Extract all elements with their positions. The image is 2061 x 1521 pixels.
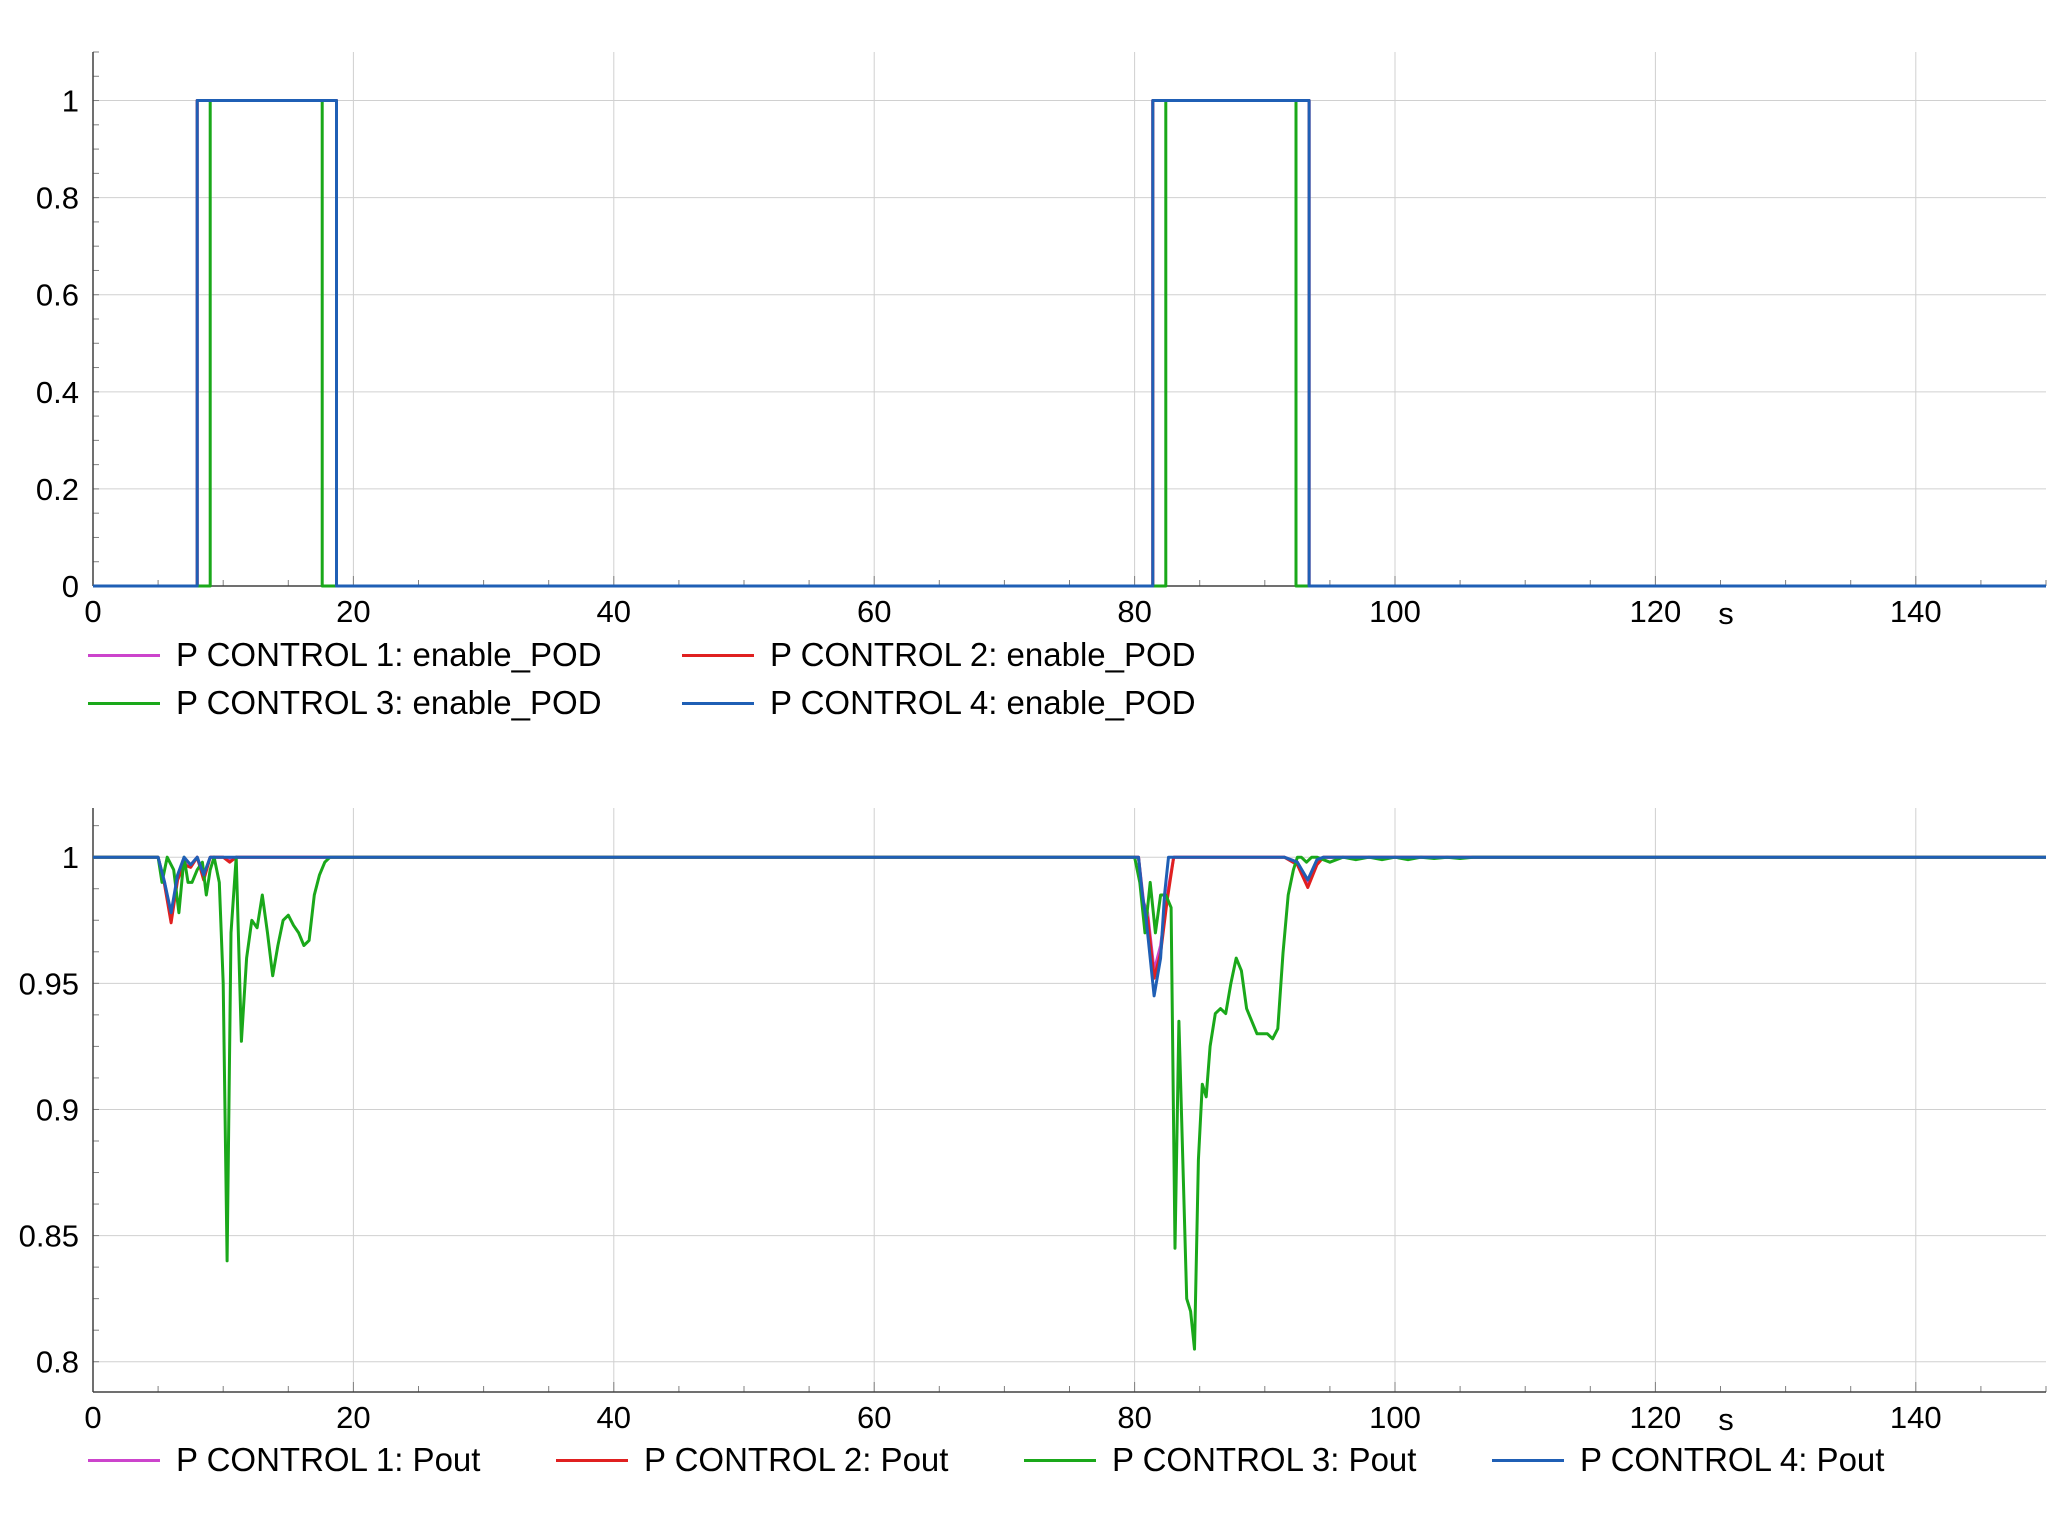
x-tick-label: 20 — [336, 594, 370, 629]
x-tick-label: 0 — [84, 1400, 101, 1435]
x-tick-label: 120 — [1630, 1400, 1682, 1435]
x-tick-label: 60 — [857, 594, 891, 629]
legend-label: P CONTROL 4: enable_POD — [770, 684, 1196, 721]
series-line-2 — [93, 855, 2046, 980]
legend-swatch — [682, 701, 754, 705]
series-line-4 — [93, 99, 2046, 588]
y-tick-label: 0.85 — [19, 1219, 79, 1254]
series-group — [93, 855, 2046, 1351]
series-line-3 — [93, 855, 2046, 1351]
x-tick-label: 60 — [857, 1400, 891, 1435]
y-tick-label: 0.9 — [36, 1092, 79, 1127]
y-tick-label: 0.6 — [36, 278, 79, 313]
x-tick-label: 140 — [1890, 594, 1942, 629]
series-line-3 — [93, 99, 2046, 588]
legend-swatch — [88, 701, 160, 705]
legend-label: P CONTROL 1: enable_POD — [176, 636, 602, 673]
series-line-2 — [93, 99, 2046, 588]
legend-swatch — [88, 1458, 160, 1462]
y-tick-label: 0.95 — [19, 966, 79, 1001]
legend-label: P CONTROL 3: enable_POD — [176, 684, 602, 721]
legend-item: P CONTROL 1: enable_POD — [88, 636, 602, 674]
x-tick-label: 20 — [336, 1400, 370, 1435]
legend-label: P CONTROL 4: Pout — [1580, 1441, 1885, 1478]
x-tick-labels: 0 20 40 60 80 100 120 140 s — [84, 594, 1941, 631]
x-tick-label: 140 — [1890, 1400, 1942, 1435]
y-minor-ticks — [93, 825, 99, 1363]
series-line-1 — [93, 99, 2046, 588]
legend-label: P CONTROL 2: Pout — [644, 1441, 949, 1478]
series-line-4 — [93, 855, 2046, 998]
legend-label: P CONTROL 3: Pout — [1112, 1441, 1417, 1478]
gridlines — [93, 52, 2046, 587]
x-tick-label: 0 — [84, 594, 101, 629]
y-tick-label: 1 — [62, 84, 79, 119]
legend-label: P CONTROL 1: Pout — [176, 1441, 481, 1478]
y-tick-labels: 0 0.2 0.4 0.6 0.8 1 — [36, 84, 79, 604]
x-tick-label: 80 — [1117, 1400, 1151, 1435]
legend-item: P CONTROL 1: Pout — [88, 1441, 480, 1479]
enable-pod-chart: 0 20 40 60 80 100 120 140 s 0 0.2 0.4 0.6 0.8 1 — [36, 51, 2047, 631]
legend-item: P CONTROL 2: enable_POD — [682, 636, 1196, 674]
x-minor-ticks — [92, 1382, 2047, 1392]
x-tick-label: 100 — [1369, 1400, 1421, 1435]
x-tick-labels: 0 20 40 60 80 100 120 140 s — [84, 1400, 1941, 1437]
y-tick-label: 0 — [62, 569, 79, 604]
x-tick-label: 80 — [1117, 594, 1151, 629]
y-tick-label: 1 — [62, 840, 79, 875]
y-tick-label: 0.2 — [36, 472, 79, 507]
y-tick-label: 0.8 — [36, 181, 79, 216]
legend-label: P CONTROL 2: enable_POD — [770, 636, 1196, 673]
legend-swatch — [682, 653, 754, 657]
legend-item: P CONTROL 4: Pout — [1492, 1441, 1884, 1479]
legend-swatch — [1024, 1458, 1096, 1462]
legend-item: P CONTROL 3: Pout — [1024, 1441, 1416, 1479]
legend-item: P CONTROL 3: enable_POD — [88, 684, 602, 722]
legend-swatch — [556, 1458, 628, 1462]
legend-swatch — [1492, 1458, 1564, 1462]
legend-swatch — [88, 653, 160, 657]
x-tick-label: 120 — [1630, 594, 1682, 629]
x-tick-label: 40 — [597, 594, 631, 629]
legend-item: P CONTROL 4: enable_POD — [682, 684, 1196, 722]
pout-chart: 0 20 40 60 80 100 120 140 s 0.8 0.85 0.9 0.95 1 — [19, 808, 2047, 1437]
legend-item: P CONTROL 2: Pout — [556, 1441, 948, 1479]
y-tick-labels: 0.8 0.85 0.9 0.95 1 — [19, 840, 79, 1380]
gridlines — [93, 808, 2046, 1392]
x-unit-label: s — [1718, 596, 1734, 631]
y-tick-label: 0.4 — [36, 375, 79, 410]
x-unit-label: s — [1718, 1402, 1734, 1437]
y-minor-ticks — [93, 51, 99, 587]
x-tick-label: 40 — [597, 1400, 631, 1435]
series-group — [93, 99, 2046, 588]
series-line-1 — [93, 855, 2046, 973]
y-tick-label: 0.8 — [36, 1345, 79, 1380]
x-tick-label: 100 — [1369, 594, 1421, 629]
